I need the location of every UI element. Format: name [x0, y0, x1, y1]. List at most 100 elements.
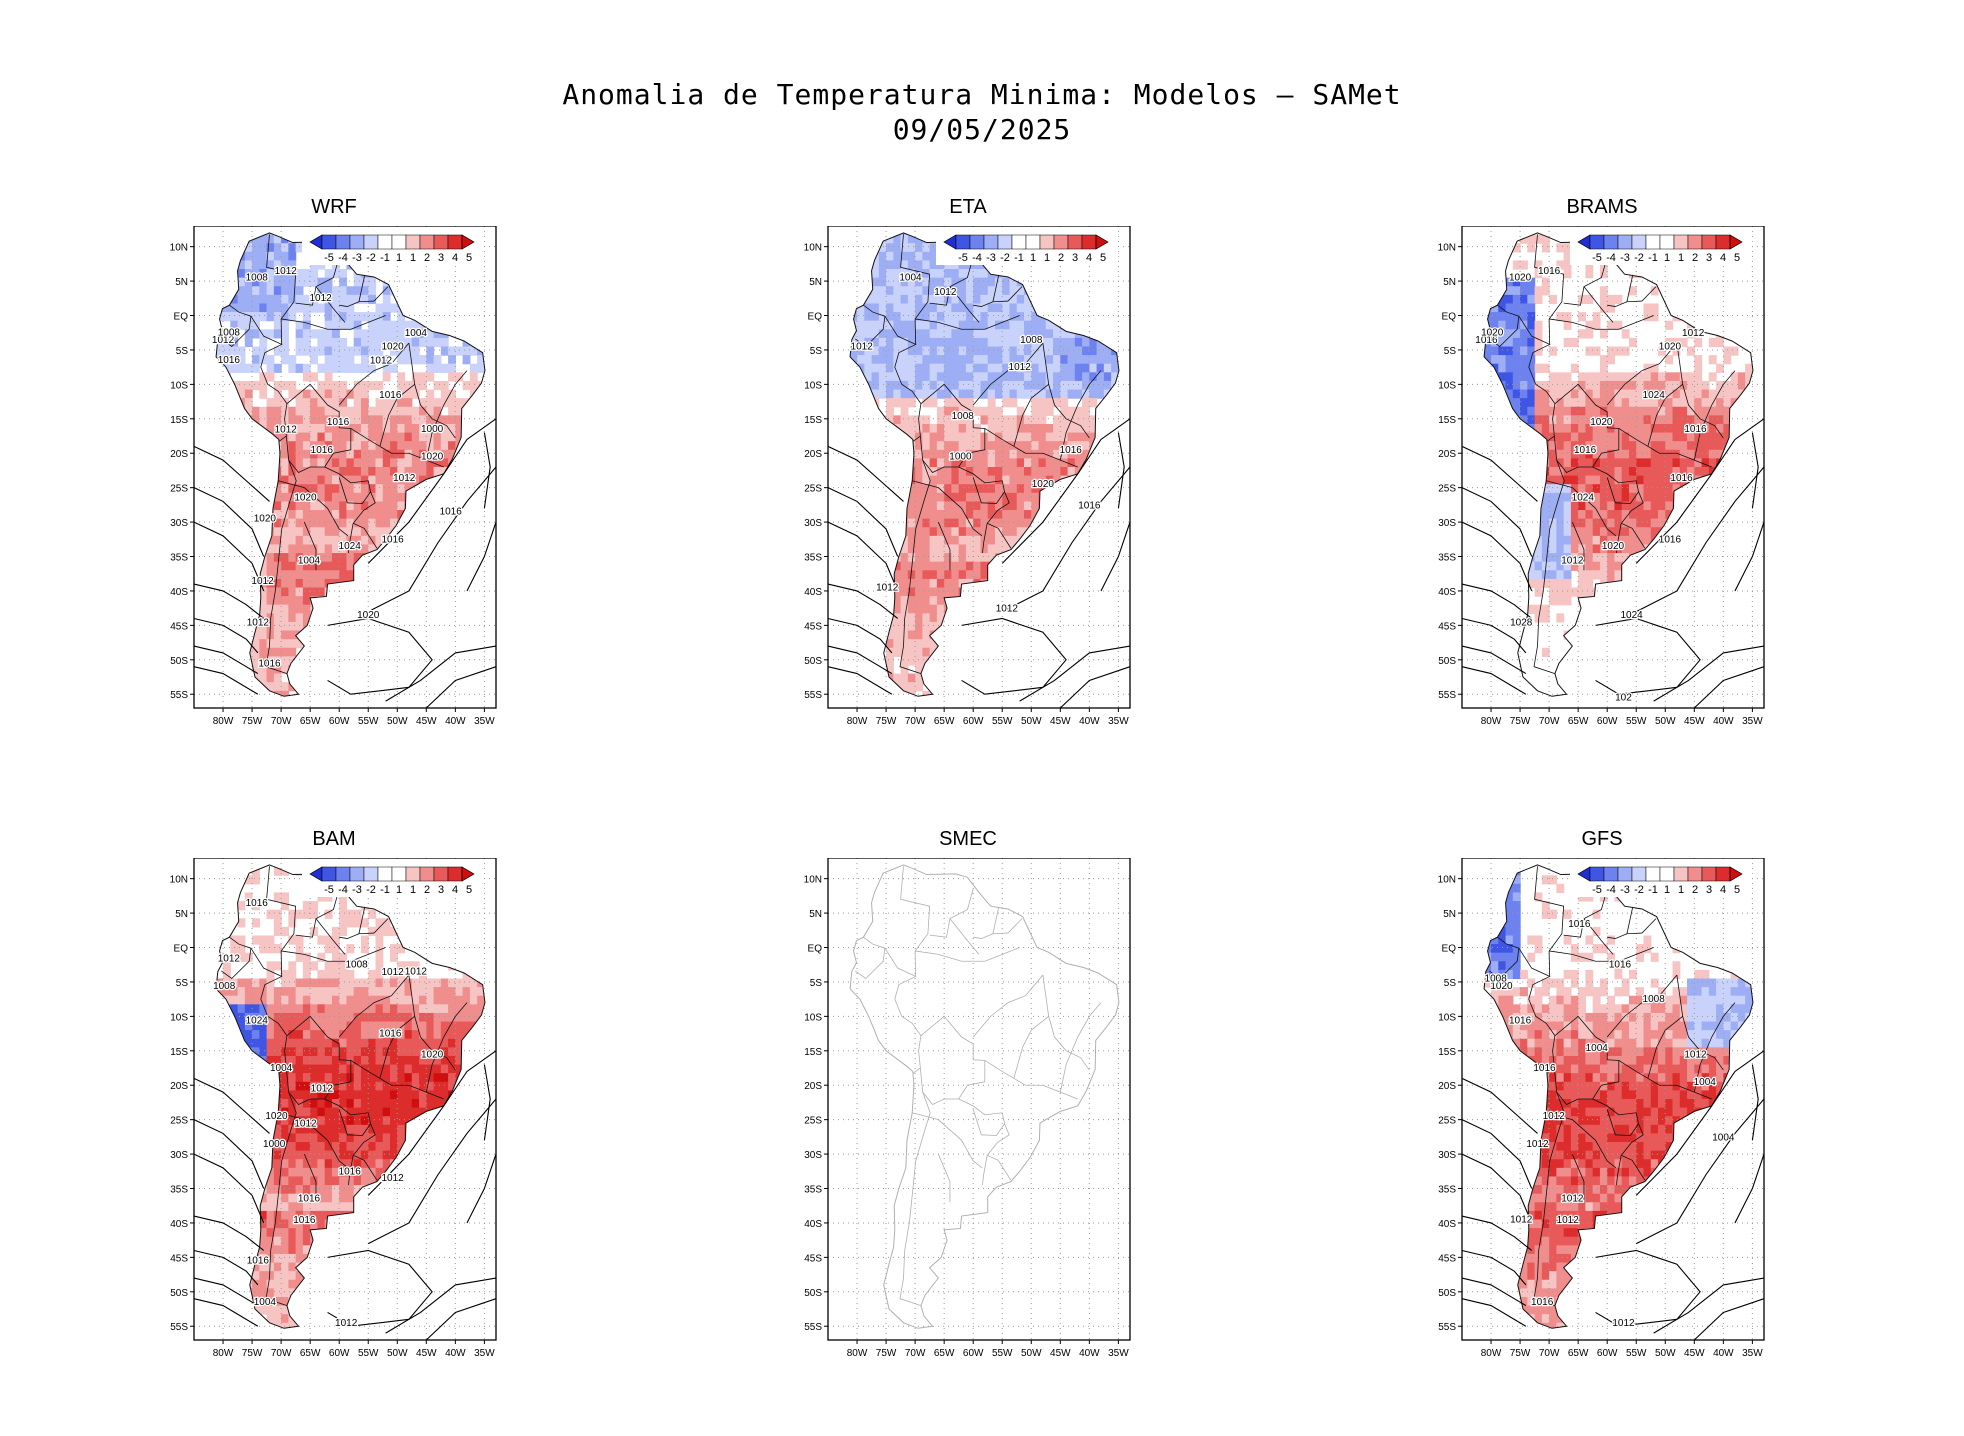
isobar-label: 1004: [298, 555, 321, 566]
isobar-label: 1016: [298, 1194, 321, 1205]
lon-label: 35W: [1108, 716, 1129, 727]
isobar-label: 102: [1615, 692, 1632, 703]
lon-label: 80W: [847, 716, 868, 727]
colorbar: -5 -4 -3 -2 -1 1 1 2 3 4 5: [1570, 863, 1752, 897]
isobar-label: 1020: [1659, 341, 1682, 352]
lon-label: 55W: [1626, 1348, 1647, 1359]
lat-label: EQ: [808, 312, 823, 323]
lon-label: 45W: [1050, 716, 1071, 727]
lat-label: 45S: [170, 1253, 188, 1264]
lat-label: 40S: [1438, 1219, 1456, 1230]
lat-label: 45S: [1438, 621, 1456, 632]
isobar-label: 1004: [1694, 1077, 1717, 1088]
colorbar-label: 4: [1720, 252, 1726, 264]
lat-label: 55S: [170, 690, 188, 701]
colorbar-bin: [419, 866, 435, 882]
isobar-label: 1016: [1684, 424, 1707, 435]
country-borders: [221, 234, 468, 674]
lat-label: EQ: [174, 944, 189, 955]
lon-label: 40W: [1713, 1348, 1734, 1359]
colorbar-label: 2: [1058, 252, 1064, 264]
lat-label: 50S: [170, 656, 188, 667]
colorbar-bin: [1715, 234, 1731, 250]
colorbar-bin: [433, 234, 449, 250]
lon-label: 70W: [271, 716, 292, 727]
isobar-label: 1016: [339, 1167, 362, 1178]
coastline: [849, 864, 1120, 1329]
lon-label: 75W: [242, 716, 263, 727]
isobar-label: 1004: [1712, 1132, 1735, 1143]
isobar-label: 1016: [379, 390, 402, 401]
lat-label: EQ: [1442, 312, 1457, 323]
map-frame: [827, 858, 1131, 1341]
lon-label: 50W: [1021, 716, 1042, 727]
lat-label: 35S: [170, 1185, 188, 1196]
lat-label: 25S: [1438, 1116, 1456, 1127]
colorbar-bin: [447, 234, 463, 250]
isobar-label: 1004: [899, 272, 922, 283]
lat-label: 25S: [804, 484, 822, 495]
lon-label: 60W: [963, 1348, 984, 1359]
lon-label: 50W: [387, 716, 408, 727]
colorbar-bin: [363, 866, 379, 882]
isobar-label: 1024: [1643, 390, 1666, 401]
lon-label: 40W: [445, 1348, 466, 1359]
lat-label: 5N: [1443, 277, 1456, 288]
colorbar-bin: [447, 866, 463, 882]
coastline: [849, 232, 1120, 697]
map-frame: [193, 858, 497, 1341]
isobars: [1461, 1050, 1765, 1341]
colorbar-arrow-high: [461, 234, 475, 250]
lon-label: 70W: [1539, 716, 1560, 727]
colorbar-label: -2: [1000, 252, 1010, 264]
colorbar-label: 5: [466, 884, 472, 896]
lon-label: 35W: [1742, 1348, 1763, 1359]
colorbar: -5 -4 -3 -2 -1 1 1 2 3 4 5: [936, 231, 1118, 265]
panel-title: BRAMS: [1566, 196, 1638, 218]
isobar-label: 1012: [309, 293, 332, 304]
isobar-label: 1012: [311, 1083, 334, 1094]
lat-label: 45S: [804, 621, 822, 632]
isobar-label: 1012: [1557, 1215, 1580, 1226]
isobars: [193, 418, 497, 709]
lat-label: 25S: [804, 1116, 822, 1127]
lon-label: 55W: [1626, 716, 1647, 727]
isobar-label: 1012: [335, 1318, 358, 1329]
lon-label: 35W: [1108, 1348, 1129, 1359]
grid-lines: [828, 226, 1130, 708]
isobar-label: 1016: [1568, 919, 1591, 930]
colorbar-bin: [1039, 234, 1055, 250]
panel-title: SMEC: [939, 828, 997, 850]
lat-label: 5N: [1443, 909, 1456, 920]
colorbar-label: 1: [1678, 252, 1684, 264]
lat-label: 5S: [176, 978, 189, 989]
lon-label: 55W: [358, 716, 379, 727]
lon-label: 65W: [934, 1348, 955, 1359]
map-brams: 1016102010161024101610201016102010161020…: [1438, 226, 1765, 727]
colorbar-bin: [377, 866, 393, 882]
lat-label: 10N: [1438, 875, 1456, 886]
map-frame: [1461, 226, 1765, 709]
lon-label: 40W: [1079, 716, 1100, 727]
lat-label: 20S: [170, 449, 188, 460]
colorbar-bin: [983, 234, 999, 250]
lat-label: 45S: [1438, 1253, 1456, 1264]
isobar-label: 1012: [1009, 362, 1032, 373]
panel-title: GFS: [1581, 828, 1623, 850]
map-bam: 1012101210161012101210161012101610161012…: [170, 858, 497, 1359]
colorbar-label: 3: [1072, 252, 1078, 264]
lon-label: 35W: [1742, 716, 1763, 727]
lon-label: 50W: [387, 1348, 408, 1359]
lat-label: 10S: [804, 1012, 822, 1023]
colorbar-label: 2: [424, 252, 430, 264]
lat-label: 15S: [1438, 415, 1456, 426]
isobar-label: 1020: [421, 1050, 444, 1061]
lat-label: 5S: [176, 346, 189, 357]
colorbar-bin: [349, 234, 365, 250]
lat-label: 50S: [804, 1288, 822, 1299]
lat-label: 30S: [1438, 1150, 1456, 1161]
coastline: [215, 864, 486, 1329]
lon-label: 55W: [992, 716, 1013, 727]
colorbar-bin: [969, 234, 985, 250]
colorbar-bin: [1603, 866, 1619, 882]
